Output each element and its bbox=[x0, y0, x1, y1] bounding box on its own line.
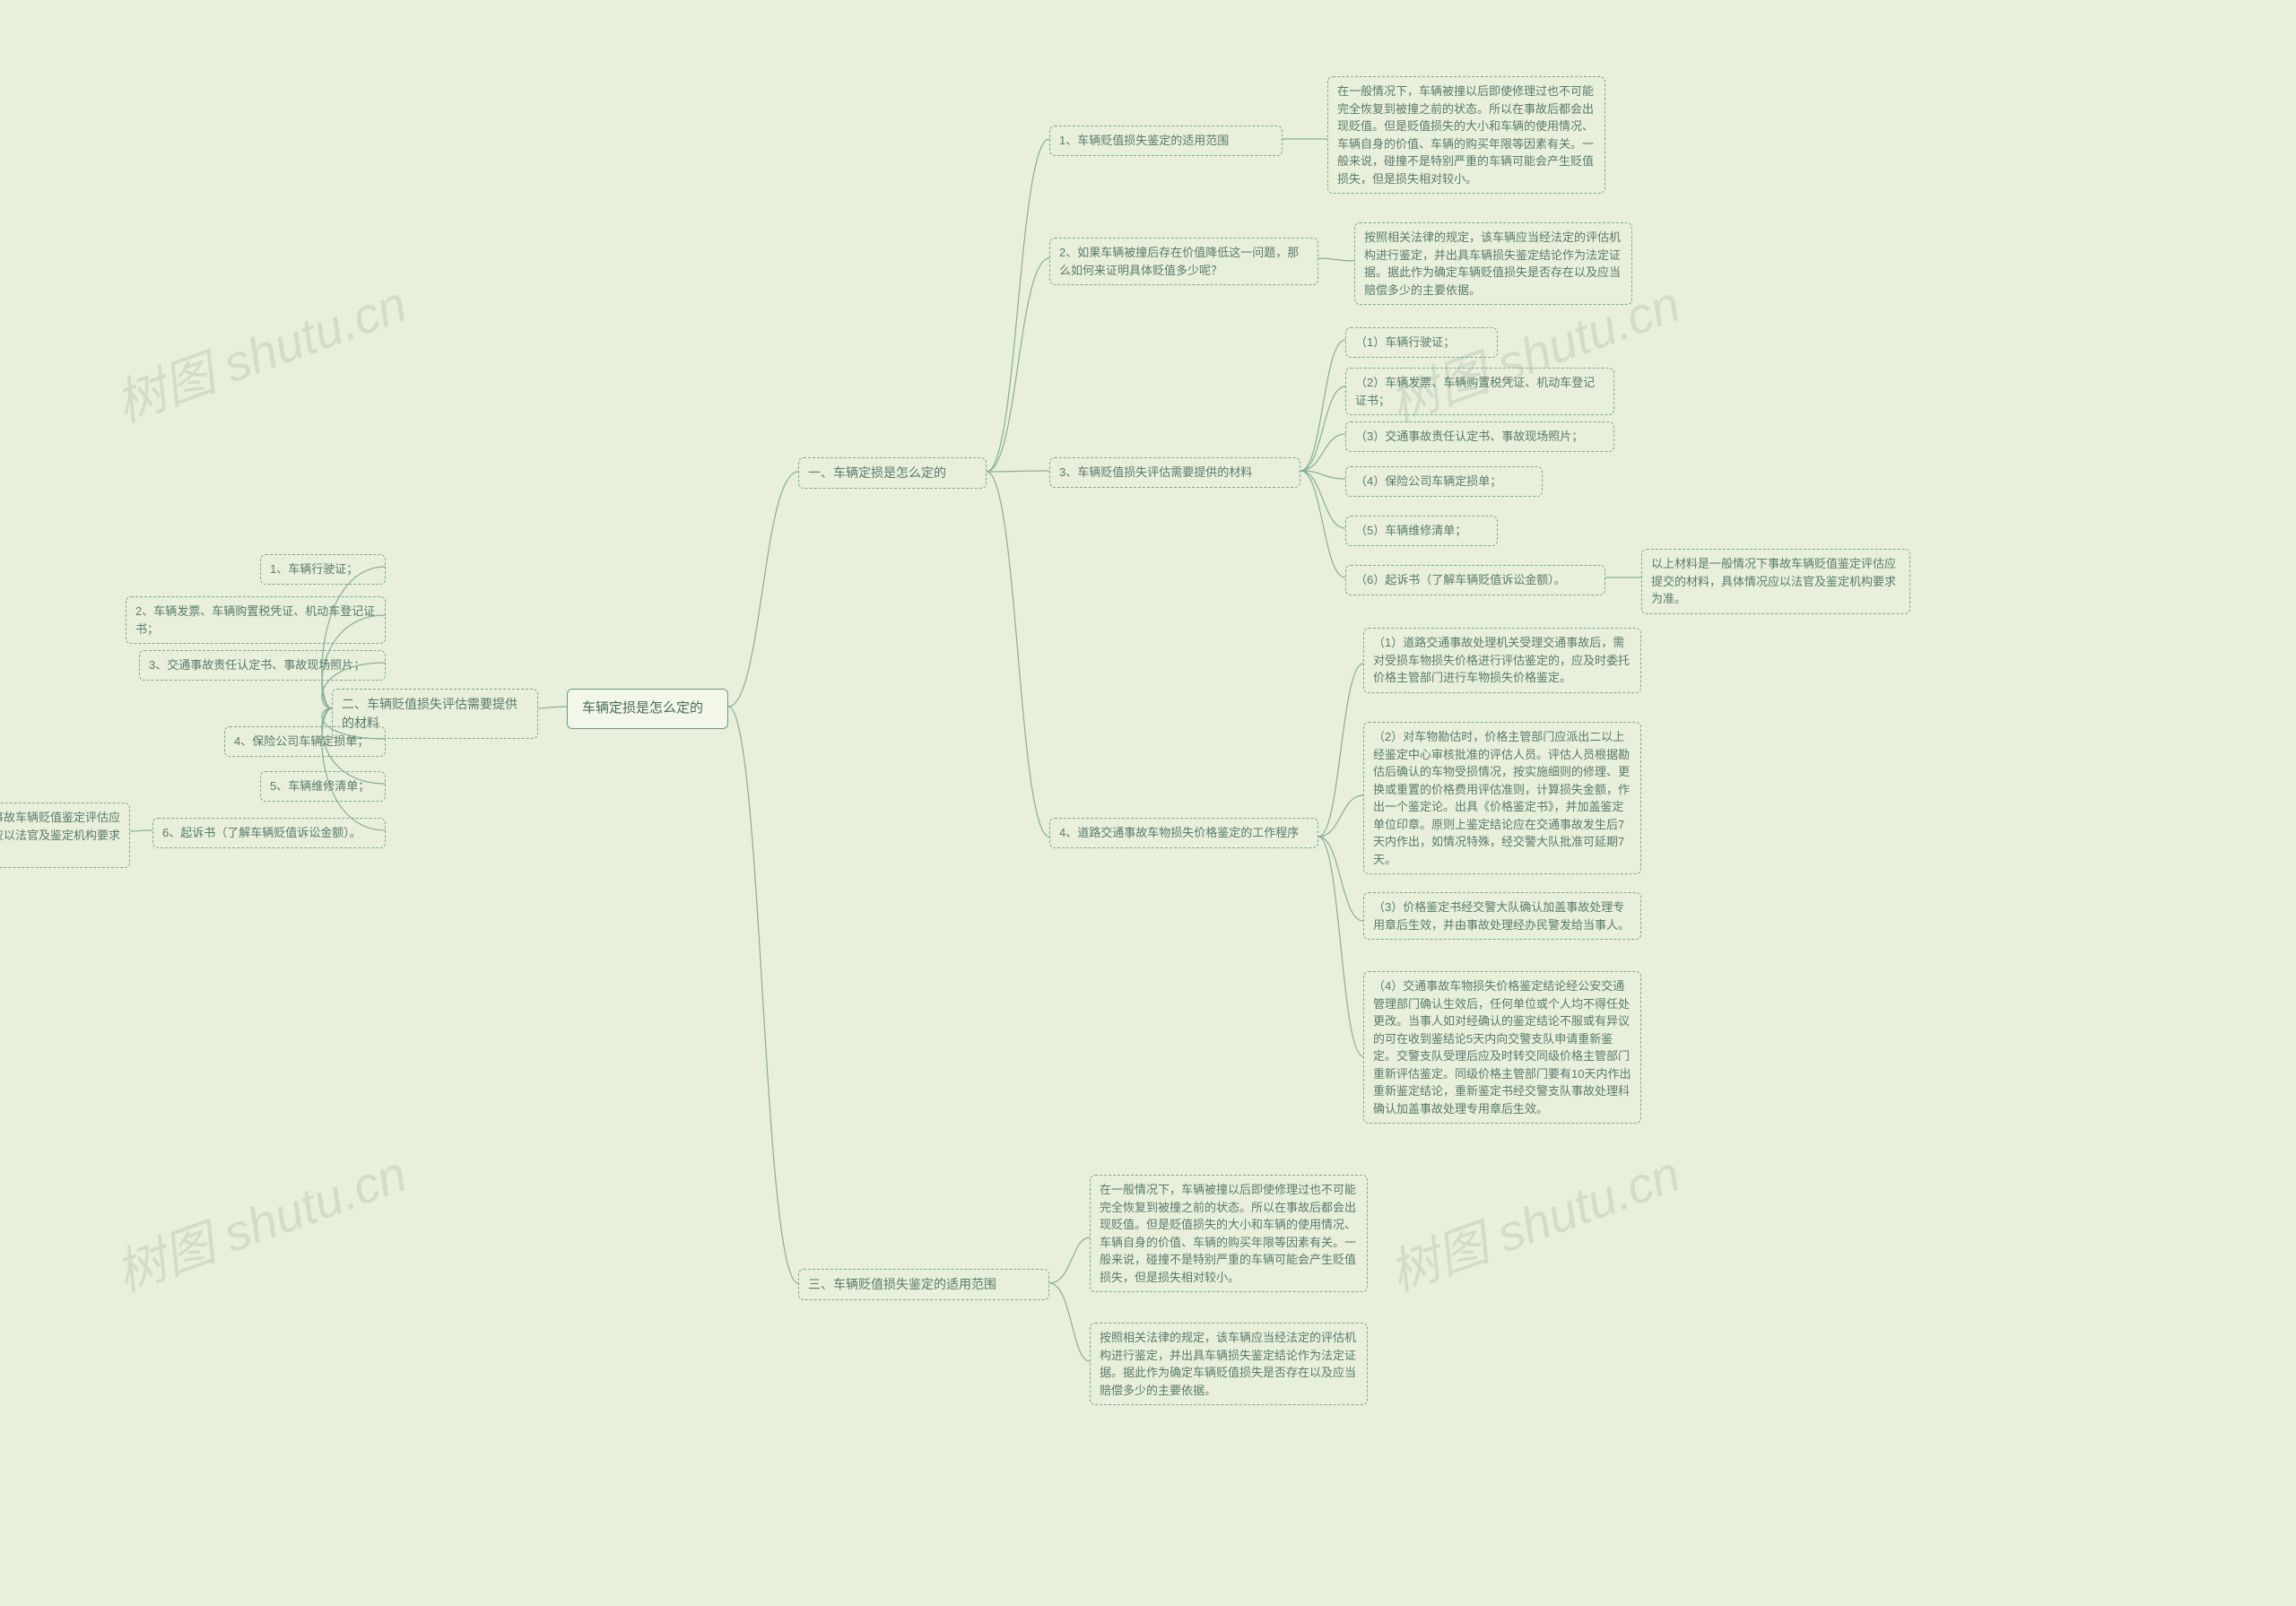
s1-item-4-sub-2: （2）对车物勘估时，价格主管部门应派出二以上经鉴定中心审核批准的评估人员。评估人… bbox=[1363, 722, 1641, 874]
mindmap-canvas: 树图 shutu.cn 树图 shutu.cn 树图 shutu.cn 树图 s… bbox=[0, 0, 2296, 1606]
s2-item-6-note: 以上材料是一般情况下事故车辆贬值鉴定评估应提交的材料，具体情况应以法官及鉴定机构… bbox=[0, 803, 130, 868]
watermark: 树图 shutu.cn bbox=[1378, 1133, 1689, 1306]
s1-item-3-sub-3: （3）交通事故责任认定书、事故现场照片； bbox=[1345, 421, 1614, 452]
s1-item-3-sub-1: （1）车辆行驶证； bbox=[1345, 327, 1498, 358]
s2-item-6: 6、起诉书（了解车辆贬值诉讼金额）。 bbox=[152, 818, 386, 848]
s1-item-4-sub-4: （4）交通事故车物损失价格鉴定结论经公安交通管理部门确认生效后，任何单位或个人均… bbox=[1363, 971, 1641, 1124]
s1-item-2-note: 按照相关法律的规定，该车辆应当经法定的评估机构进行鉴定，并出具车辆损失鉴定结论作… bbox=[1354, 222, 1632, 305]
root-node[interactable]: 车辆定损是怎么定的 bbox=[567, 689, 728, 729]
s2-item-2: 2、车辆发票、车辆购置税凭证、机动车登记证书； bbox=[126, 596, 386, 644]
s1-item-4[interactable]: 4、道路交通事故车物损失价格鉴定的工作程序 bbox=[1049, 818, 1318, 848]
s1-item-2[interactable]: 2、如果车辆被撞后存在价值降低这一问题，那么如何来证明具体贬值多少呢？ bbox=[1049, 238, 1318, 285]
watermark: 树图 shutu.cn bbox=[104, 264, 415, 436]
s2-item-1: 1、车辆行驶证； bbox=[260, 554, 386, 585]
section-1[interactable]: 一、车辆定损是怎么定的 bbox=[798, 457, 987, 489]
s1-item-3-sub-2: （2）车辆发票、车辆购置税凭证、机动车登记证书； bbox=[1345, 368, 1614, 415]
s1-item-4-sub-1: （1）道路交通事故处理机关受理交通事故后，需对受损车物损失价格进行评估鉴定的，应… bbox=[1363, 628, 1641, 693]
s1-item-4-sub-3: （3）价格鉴定书经交警大队确认加盖事故处理专用章后生效，并由事故处理经办民警发给… bbox=[1363, 892, 1641, 940]
s1-item-3-sub-6-note: 以上材料是一般情况下事故车辆贬值鉴定评估应提交的材料，具体情况应以法官及鉴定机构… bbox=[1641, 549, 1910, 614]
s2-item-3: 3、交通事故责任认定书、事故现场照片； bbox=[139, 650, 386, 681]
s3-note-1: 在一般情况下，车辆被撞以后即使修理过也不可能完全恢复到被撞之前的状态。所以在事故… bbox=[1090, 1175, 1368, 1292]
s2-item-5: 5、车辆维修清单； bbox=[260, 771, 386, 802]
s1-item-3-sub-4: （4）保险公司车辆定损单； bbox=[1345, 466, 1543, 497]
s1-item-3-sub-5: （5）车辆维修清单； bbox=[1345, 516, 1498, 546]
s2-item-4: 4、保险公司车辆定损单； bbox=[224, 726, 386, 757]
section-3[interactable]: 三、车辆贬值损失鉴定的适用范围 bbox=[798, 1269, 1049, 1300]
s1-item-3[interactable]: 3、车辆贬值损失评估需要提供的材料 bbox=[1049, 457, 1300, 488]
s1-item-1-note: 在一般情况下，车辆被撞以后即使修理过也不可能完全恢复到被撞之前的状态。所以在事故… bbox=[1327, 76, 1605, 194]
s3-note-2: 按照相关法律的规定，该车辆应当经法定的评估机构进行鉴定，并出具车辆损失鉴定结论作… bbox=[1090, 1323, 1368, 1405]
watermark: 树图 shutu.cn bbox=[104, 1133, 415, 1306]
s1-item-1[interactable]: 1、车辆贬值损失鉴定的适用范围 bbox=[1049, 126, 1283, 156]
s1-item-3-sub-6: （6）起诉书（了解车辆贬值诉讼金额）。 bbox=[1345, 565, 1605, 595]
